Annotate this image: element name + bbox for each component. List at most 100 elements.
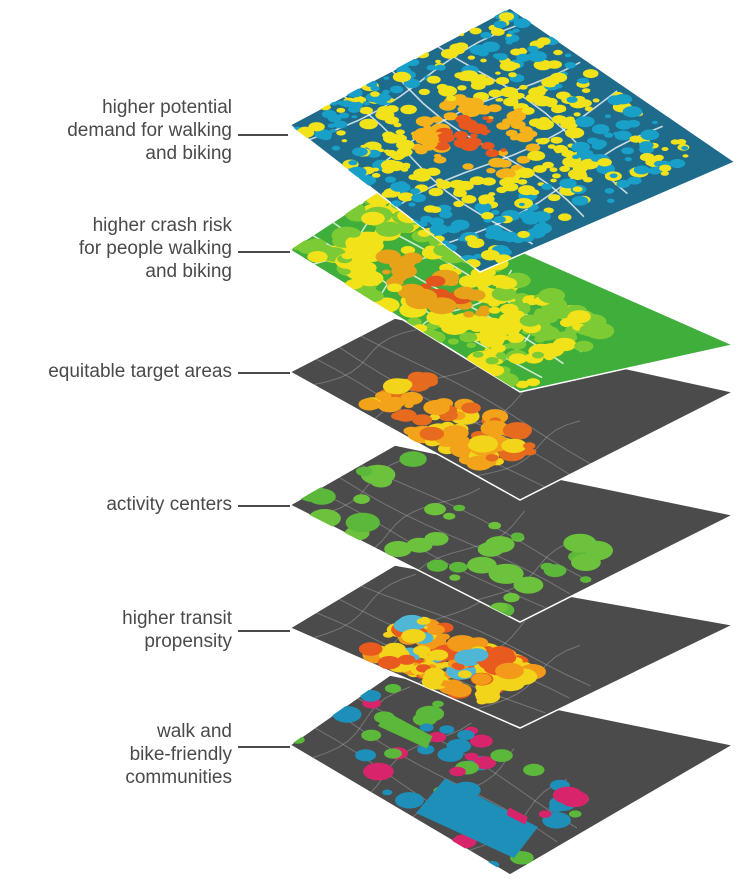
map-patch (436, 132, 455, 143)
map-patch (375, 221, 402, 237)
map-patch (597, 158, 612, 167)
map-patch (448, 434, 470, 447)
map-patch (486, 168, 496, 174)
map-patch (482, 409, 509, 425)
map-patch (503, 97, 519, 107)
map-patch (555, 149, 562, 154)
map-patch (519, 84, 528, 90)
map-patch (389, 85, 404, 94)
map-patch (331, 145, 341, 151)
map-patch (505, 40, 513, 45)
map-patch (481, 132, 488, 136)
map-patch (485, 357, 499, 365)
map-patch (488, 300, 500, 307)
map-patch (522, 214, 540, 225)
map-patch (648, 166, 662, 175)
map-patch (416, 617, 429, 625)
map-patch (561, 150, 574, 158)
map-patch (430, 116, 443, 123)
map-patch (405, 292, 436, 310)
leader-line-crash-risk (238, 251, 290, 253)
map-patch (396, 152, 406, 159)
map-patch (330, 101, 338, 106)
map-patch (480, 58, 487, 63)
map-patch (375, 249, 401, 264)
map-patch (559, 178, 577, 189)
label-line: activity centers (106, 494, 232, 515)
map-patch (502, 182, 519, 192)
map-patch (345, 235, 372, 251)
map-patch (432, 700, 444, 708)
map-patch (508, 353, 528, 365)
map-patch (428, 732, 447, 743)
map-patch (553, 49, 563, 56)
map-patch (616, 179, 631, 188)
map-patch (449, 561, 468, 573)
map-patch (392, 134, 407, 143)
map-patch (516, 155, 531, 164)
map-patch (319, 103, 331, 111)
map-patch (479, 199, 489, 205)
map-patch (571, 196, 589, 206)
map-patch (423, 399, 450, 416)
road-line (360, 585, 591, 687)
label-line: communities (125, 767, 232, 788)
map-patch (682, 154, 689, 158)
map-patch (403, 78, 421, 89)
map-patch (457, 105, 471, 114)
map-patch (424, 655, 436, 662)
map-patch (571, 554, 601, 571)
map-patch (509, 62, 521, 69)
map-patch (341, 252, 354, 260)
map-patch (640, 129, 660, 141)
map-patch (464, 122, 473, 128)
map-patch (410, 188, 421, 195)
map-patch (487, 646, 515, 662)
map-patch (413, 645, 431, 656)
map-patch (429, 217, 445, 226)
map-patch (420, 215, 433, 223)
map-patch (467, 55, 476, 60)
map-patch (476, 238, 484, 243)
map-patch (473, 756, 497, 770)
map-layer-base (288, 444, 736, 623)
map-patch (621, 147, 634, 155)
map-patch (361, 211, 385, 226)
map-patch (576, 149, 594, 159)
map-patch (676, 139, 687, 145)
map-patch (496, 277, 518, 290)
map-patch (329, 129, 337, 133)
map-patch (460, 141, 478, 152)
map-patch (449, 179, 466, 189)
map-patch (500, 148, 507, 152)
map-patch (497, 168, 516, 179)
map-patch (493, 216, 506, 223)
map-patch (515, 380, 530, 389)
map-patch (360, 144, 367, 149)
label-crash-risk: higher crash risk for people walking and… (79, 214, 232, 283)
map-patch (338, 112, 350, 119)
map-patch (500, 86, 519, 98)
map-patch (383, 149, 391, 154)
map-patch (419, 723, 434, 732)
road-line (312, 573, 417, 639)
map-patch (576, 173, 588, 180)
map-patch (457, 85, 467, 91)
community-region (506, 807, 528, 825)
map-patch (539, 313, 558, 324)
map-patch (355, 466, 373, 476)
map-patch (419, 426, 444, 441)
map-patch (512, 236, 525, 244)
map-patch (356, 270, 384, 287)
map-patch (624, 157, 632, 162)
map-patch (305, 238, 327, 251)
map-patch (404, 402, 414, 409)
map-patch (453, 200, 465, 208)
map-patch (481, 41, 500, 53)
map-patch (479, 333, 505, 348)
map-patch (381, 166, 395, 174)
map-patch (365, 80, 378, 88)
map-patch (377, 398, 402, 413)
map-patch (425, 275, 446, 287)
map-patch (513, 18, 531, 28)
